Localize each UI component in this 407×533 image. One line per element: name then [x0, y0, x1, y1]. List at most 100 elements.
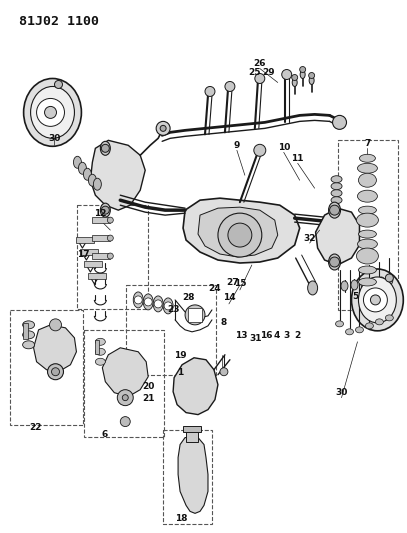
- Ellipse shape: [357, 248, 379, 264]
- Text: 9: 9: [234, 141, 240, 150]
- Circle shape: [300, 67, 306, 72]
- Text: 27: 27: [227, 278, 239, 287]
- Circle shape: [48, 364, 63, 379]
- Circle shape: [185, 305, 205, 325]
- Ellipse shape: [31, 86, 74, 139]
- Circle shape: [363, 288, 387, 312]
- Ellipse shape: [359, 154, 375, 162]
- Text: 30: 30: [335, 388, 348, 397]
- Ellipse shape: [378, 277, 385, 287]
- Ellipse shape: [359, 278, 376, 286]
- Circle shape: [144, 298, 152, 306]
- Ellipse shape: [357, 190, 377, 202]
- Bar: [337, 140, 398, 310]
- Ellipse shape: [133, 292, 143, 308]
- Bar: [92, 253, 110, 259]
- Polygon shape: [173, 358, 218, 415]
- Circle shape: [117, 390, 133, 406]
- Ellipse shape: [359, 277, 396, 323]
- Circle shape: [220, 368, 228, 376]
- Circle shape: [107, 235, 113, 241]
- Ellipse shape: [88, 174, 96, 186]
- Ellipse shape: [370, 278, 377, 288]
- Bar: [10, 310, 83, 425]
- Bar: [77, 237, 94, 243]
- Ellipse shape: [375, 319, 383, 325]
- Ellipse shape: [355, 327, 363, 333]
- Text: 31: 31: [249, 334, 262, 343]
- Ellipse shape: [95, 348, 105, 356]
- Text: 26: 26: [254, 59, 266, 68]
- Text: 12: 12: [94, 208, 107, 217]
- Text: 2: 2: [295, 332, 301, 340]
- Circle shape: [255, 74, 265, 84]
- Text: 14: 14: [223, 294, 235, 302]
- Text: 7: 7: [364, 139, 371, 148]
- Polygon shape: [183, 198, 300, 263]
- Text: 28: 28: [182, 294, 194, 302]
- Circle shape: [205, 86, 215, 96]
- Text: 5: 5: [352, 293, 359, 302]
- Circle shape: [101, 144, 109, 152]
- Circle shape: [160, 125, 166, 131]
- Ellipse shape: [331, 190, 342, 197]
- Bar: [95, 340, 99, 354]
- Ellipse shape: [83, 168, 92, 180]
- Circle shape: [156, 122, 170, 135]
- Text: 23: 23: [167, 305, 179, 314]
- Ellipse shape: [335, 321, 344, 327]
- Ellipse shape: [365, 323, 373, 329]
- Text: 11: 11: [291, 154, 304, 163]
- Ellipse shape: [93, 178, 101, 190]
- Circle shape: [122, 394, 128, 401]
- Circle shape: [190, 310, 200, 320]
- Ellipse shape: [79, 162, 86, 174]
- Circle shape: [37, 99, 64, 126]
- Circle shape: [292, 75, 298, 80]
- Circle shape: [333, 116, 346, 130]
- Polygon shape: [178, 438, 208, 513]
- Ellipse shape: [95, 358, 105, 365]
- Text: 1: 1: [177, 368, 183, 377]
- Ellipse shape: [153, 296, 163, 312]
- Ellipse shape: [300, 70, 305, 78]
- Circle shape: [282, 69, 292, 79]
- Bar: [81, 249, 98, 255]
- Text: 8: 8: [221, 318, 227, 327]
- Ellipse shape: [292, 78, 297, 86]
- Text: 25: 25: [249, 68, 261, 77]
- Circle shape: [370, 295, 381, 305]
- Ellipse shape: [143, 294, 153, 310]
- Ellipse shape: [386, 275, 393, 285]
- Bar: [163, 430, 212, 524]
- Circle shape: [309, 72, 315, 78]
- Text: 19: 19: [174, 351, 186, 360]
- Ellipse shape: [331, 183, 342, 190]
- Bar: [183, 425, 201, 432]
- Text: 30: 30: [48, 134, 61, 143]
- Bar: [84, 330, 164, 437]
- Ellipse shape: [309, 77, 314, 84]
- Text: 24: 24: [209, 285, 221, 294]
- Circle shape: [107, 217, 113, 223]
- Polygon shape: [315, 208, 359, 265]
- Text: 15: 15: [234, 279, 246, 288]
- Circle shape: [228, 223, 252, 247]
- Ellipse shape: [23, 321, 35, 329]
- Bar: [188, 308, 202, 322]
- Ellipse shape: [359, 266, 376, 274]
- Polygon shape: [198, 207, 278, 257]
- Ellipse shape: [23, 331, 35, 339]
- Text: 6: 6: [101, 430, 107, 439]
- Bar: [88, 273, 106, 279]
- Ellipse shape: [101, 141, 110, 155]
- Ellipse shape: [346, 329, 354, 335]
- Polygon shape: [90, 140, 145, 210]
- Ellipse shape: [331, 176, 342, 183]
- Circle shape: [330, 205, 339, 215]
- Ellipse shape: [328, 202, 341, 218]
- Ellipse shape: [351, 280, 358, 290]
- Text: 29: 29: [263, 68, 275, 77]
- Text: 20: 20: [142, 382, 154, 391]
- Text: 18: 18: [175, 514, 187, 523]
